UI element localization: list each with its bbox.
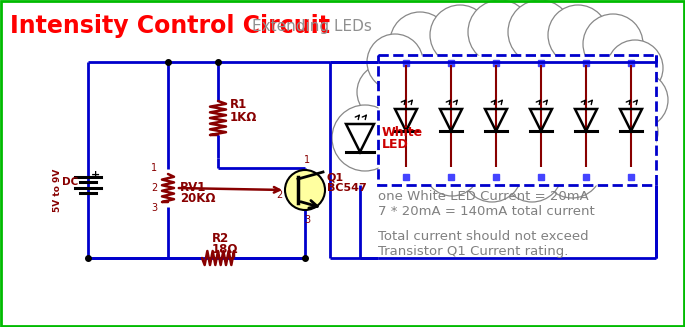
Text: Total current should not exceed: Total current should not exceed [378,230,588,243]
Text: one White LED Current = 20mA: one White LED Current = 20mA [378,190,588,203]
Circle shape [542,138,602,198]
Circle shape [285,170,325,210]
Text: BC547: BC547 [327,183,366,193]
Circle shape [462,142,522,202]
Text: 1: 1 [151,163,157,173]
Text: 2: 2 [276,190,282,200]
Circle shape [367,34,423,90]
Text: 1KΩ: 1KΩ [230,111,258,124]
Text: 3: 3 [151,203,157,213]
Text: 1: 1 [304,155,310,165]
Text: RV1: RV1 [180,181,206,194]
Text: Extending LEDs: Extending LEDs [252,19,372,33]
Text: 5V to 9V: 5V to 9V [53,168,62,212]
Circle shape [508,0,572,64]
Circle shape [357,64,413,120]
Bar [378,55,656,185]
Circle shape [583,14,643,74]
Circle shape [388,124,444,180]
Circle shape [364,97,420,153]
Text: Transistor Q1 Current rating.: Transistor Q1 Current rating. [378,245,569,258]
Text: 18Ω: 18Ω [212,243,238,256]
Circle shape [602,104,658,160]
Circle shape [612,72,668,128]
Text: +: + [91,170,101,180]
Circle shape [430,5,490,65]
Text: DC: DC [62,177,78,187]
Text: Q1: Q1 [327,172,344,182]
Text: White: White [382,126,423,139]
Text: 2: 2 [151,183,157,193]
Text: 3: 3 [304,215,310,225]
Circle shape [502,142,562,202]
Circle shape [332,105,398,171]
Text: 7 * 20mA = 140mA total current: 7 * 20mA = 140mA total current [378,205,595,218]
Circle shape [390,12,450,72]
Text: R2: R2 [212,232,229,245]
Text: Intensity Control Circuit: Intensity Control Circuit [10,14,330,38]
Circle shape [580,127,636,183]
Text: 20KΩ: 20KΩ [180,192,216,205]
Circle shape [607,40,663,96]
Circle shape [468,0,532,64]
Circle shape [548,5,608,65]
Circle shape [424,140,480,196]
Text: LED: LED [382,138,409,151]
Text: R1: R1 [230,98,247,111]
